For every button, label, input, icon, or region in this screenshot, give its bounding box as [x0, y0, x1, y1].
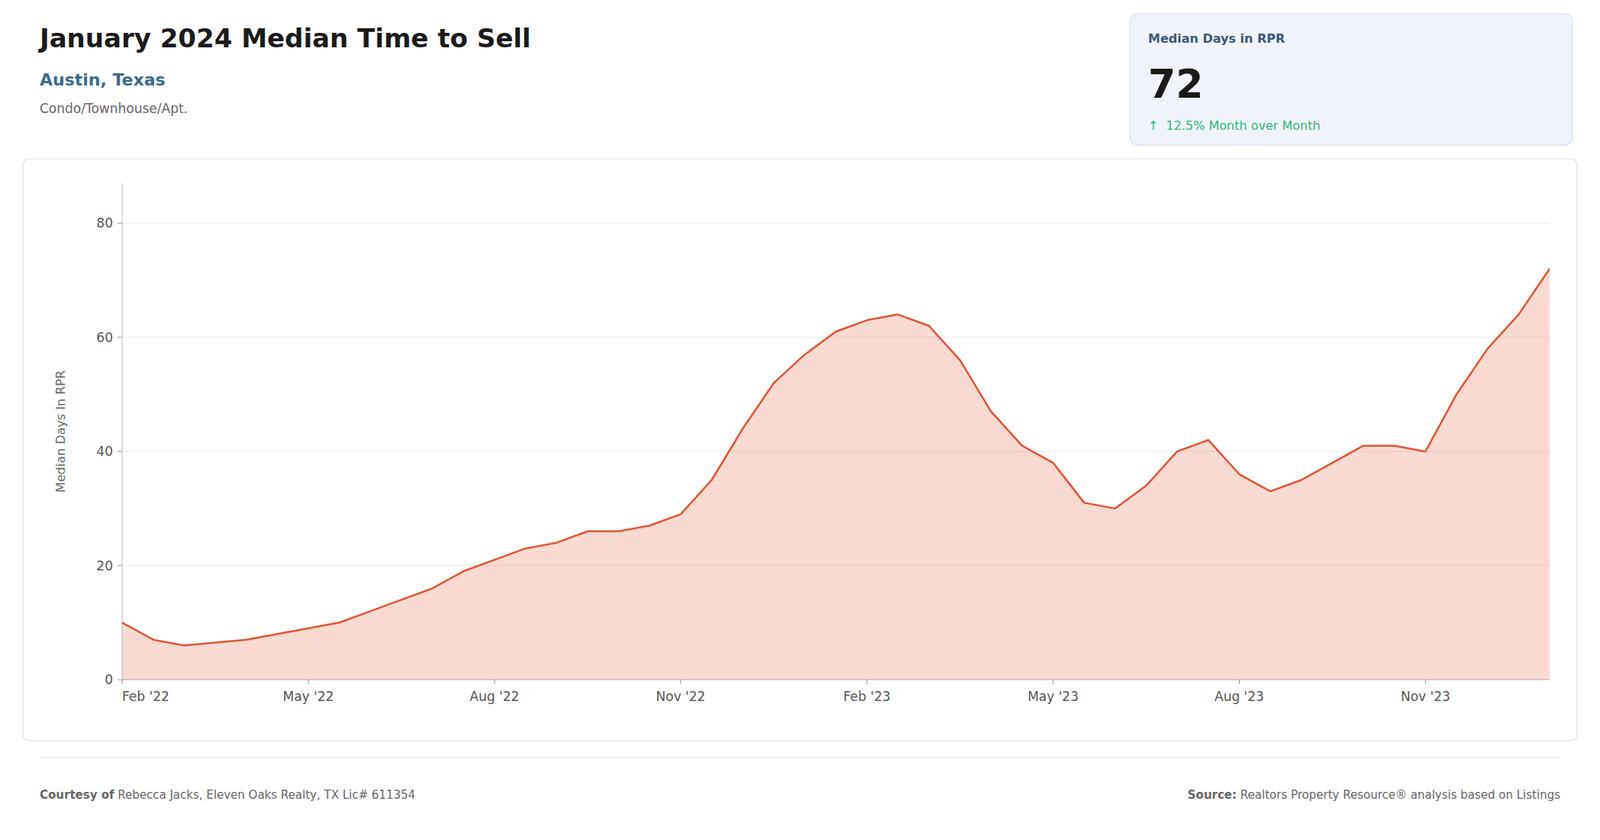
y-tick: [117, 451, 123, 452]
data-line: [122, 268, 1550, 646]
y-axis: 0 20 40 60 80: [96, 215, 1550, 688]
card-title: Median Days in RPR: [1148, 31, 1285, 46]
footer-separator: [39, 757, 1561, 759]
x-tick: [307, 679, 309, 684]
footer-source-bold: Source:: [1187, 787, 1237, 802]
y-tick: [117, 564, 123, 566]
subtitle: Austin, Texas: [39, 70, 166, 90]
x-tick-label: Feb '23: [843, 688, 891, 704]
x-tick-label: Feb '22: [122, 688, 170, 704]
info-card: [1129, 13, 1573, 146]
grid-line: [122, 222, 1550, 224]
y-axis-label: Median Days In RPR: [53, 370, 68, 493]
y-tick: [117, 336, 123, 338]
x-tick: [866, 679, 868, 684]
x-tick-label: Aug '22: [469, 688, 520, 704]
x-tick-label: Nov '22: [655, 688, 706, 704]
x-tick: [1052, 679, 1054, 684]
x-tick-label: May '23: [1027, 688, 1079, 704]
property-type: Condo/Townhouse/Apt.: [39, 100, 188, 117]
y-tick-label: 0: [104, 671, 113, 688]
footer-courtesy-bold: Courtesy of: [39, 787, 115, 802]
x-tick-label: Aug '23: [1214, 688, 1265, 704]
card-value: 72: [1148, 61, 1204, 107]
footer-courtesy-normal: Rebecca Jacks, Eleven Oaks Realty, TX Li…: [114, 787, 417, 802]
x-axis: Feb '22 May '22 Aug '22 Nov '22 Feb '23 May '…: [122, 679, 1451, 704]
area-fill: [122, 268, 1550, 680]
y-tick: [117, 222, 123, 224]
title: January 2024 Median Time to Sell: [38, 22, 532, 54]
x-tick: [493, 679, 495, 684]
x-tick: [1425, 679, 1426, 684]
y-tick: [117, 679, 123, 681]
chart-svg: January 2024 Median Time to Sell Austin, …: [0, 0, 1600, 840]
y-axis-line: [122, 183, 123, 680]
x-tick: [680, 679, 681, 684]
y-tick-label: 40: [96, 443, 113, 459]
y-tick-label: 80: [96, 215, 113, 231]
card-change: ↑ 12.5% Month over Month: [1148, 118, 1321, 133]
footer-source: Source: Realtors Property Resource® anal…: [1187, 787, 1561, 802]
data-layer: [122, 268, 1550, 680]
x-tick-label: May '22: [282, 688, 334, 704]
x-tick-label: Nov '23: [1400, 688, 1451, 704]
footer-courtesy: Courtesy of Rebecca Jacks, Eleven Oaks R…: [39, 787, 416, 802]
x-tick: [122, 679, 123, 684]
chart-box: [22, 158, 1578, 741]
y-tick-label: 60: [96, 329, 113, 346]
footer-source-normal: Realtors Property Resource® analysis bas…: [1236, 787, 1561, 802]
y-tick-label: 20: [96, 558, 113, 574]
chart-container: January 2024 Median Time to Sell Austin, …: [0, 0, 1600, 840]
x-tick: [1238, 679, 1240, 684]
